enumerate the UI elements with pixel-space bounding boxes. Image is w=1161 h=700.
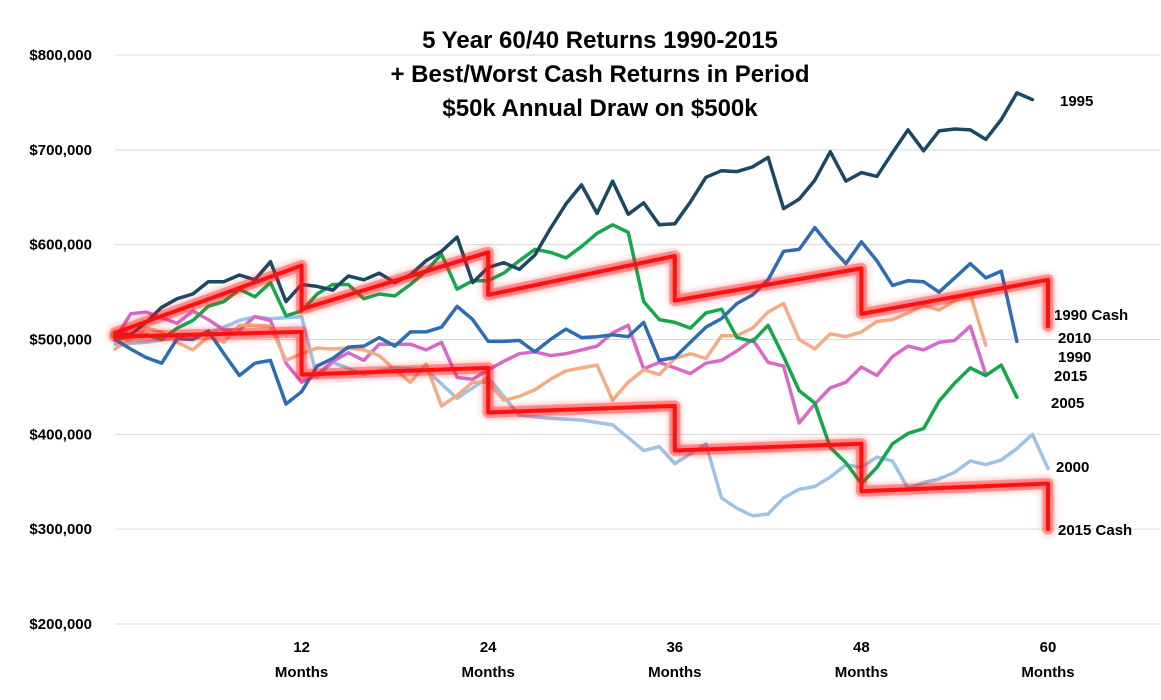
chart-title-line-1: 5 Year 60/40 Returns 1990-2015 [422,27,778,54]
x-tick-label: 36 [666,639,683,656]
y-axis-tick-labels: $200,000 $300,000 $400,000 $500,000 $600,000… [29,47,92,633]
series-label-1990: 1990 [1058,349,1091,366]
chart-title-line-2: + Best/Worst Cash Returns in Period [391,61,810,88]
x-tick-sublabel: Months [648,664,701,681]
gridlines [115,54,1160,625]
y-tick-label: $300,000 [29,521,92,538]
series-lines [109,91,1054,535]
series-label-2015: 2015 [1054,368,1087,385]
x-tick-label: 48 [853,639,870,656]
series-line-2015 [113,309,988,425]
x-tick-sublabel: Months [462,664,515,681]
series-label-2005: 2005 [1051,395,1084,412]
series-end-labels: 1995 1990 Cash 2010 1990 2015 2005 2000 2015 Ca… [1051,93,1132,539]
x-tick-label: 24 [480,639,497,656]
series-label-2000: 2000 [1056,459,1089,476]
x-tick-label: 60 [1040,639,1057,656]
series-label-1990-cash: 1990 Cash [1054,307,1128,324]
series-label-2010: 2010 [1058,330,1091,347]
y-tick-label: $800,000 [29,47,92,64]
y-tick-label: $200,000 [29,616,92,633]
series-label-2015-cash: 2015 Cash [1058,522,1132,539]
y-tick-label: $400,000 [29,426,92,443]
x-tick-label: 12 [293,639,310,656]
x-axis-tick-labels: 12 Months 24 Months 36 Months 48 Months 60 Months [275,639,1075,681]
series-line-2010 [113,225,1019,406]
series-label-1995: 1995 [1060,93,1093,110]
series-line-1990 [113,292,988,408]
series-glow-1990-cash [109,246,1054,339]
y-tick-label: $700,000 [29,142,92,159]
x-tick-sublabel: Months [1021,664,1074,681]
series-line-2015-cash [113,329,1050,532]
y-tick-label: $500,000 [29,332,92,349]
x-tick-sublabel: Months [275,664,328,681]
y-tick-label: $600,000 [29,237,92,254]
chart-title-line-3: $50k Annual Draw on $500k [442,95,758,122]
series-line-1990-cash [113,250,1050,335]
x-tick-sublabel: Months [835,664,888,681]
chart-title: 5 Year 60/40 Returns 1990-2015 + Best/Wo… [391,27,810,122]
series-line-1995 [113,91,1035,337]
